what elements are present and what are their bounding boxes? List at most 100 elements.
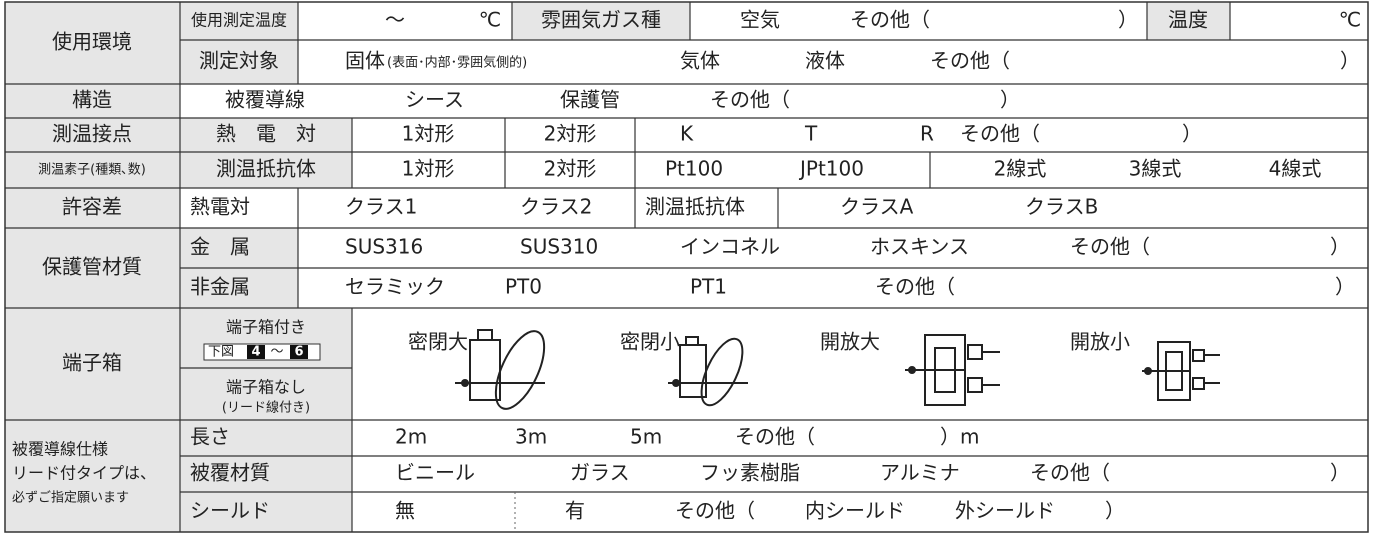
option: Pt100: [665, 157, 723, 181]
option: クラス2: [520, 195, 592, 219]
text: ℃: [1339, 8, 1361, 32]
field-label: 熱 電 対: [216, 122, 316, 146]
text: ）: [1118, 8, 1138, 32]
grid: [4, 1, 1369, 533]
icon: [1142, 341, 1220, 401]
row-label: 必ずご指定願います: [12, 490, 129, 506]
option: R: [920, 122, 934, 146]
field-label: 被覆材質: [190, 461, 270, 485]
option: クラスB: [1025, 195, 1098, 219]
text: 4: [251, 345, 260, 360]
text: ℃: [479, 8, 501, 32]
option: 気体: [680, 49, 720, 73]
option: 1対形: [402, 157, 455, 181]
field-label: 温度: [1168, 8, 1208, 32]
option: PT0: [505, 275, 542, 299]
option: 開放大: [820, 330, 880, 354]
option: その他（: [1070, 235, 1150, 259]
option: 密閉大: [408, 330, 468, 354]
option: SUS316: [345, 235, 423, 259]
field-label: 非金属: [190, 275, 250, 299]
option: 液体: [805, 49, 845, 73]
text: ）: [1330, 235, 1350, 259]
row-label: 端子箱: [62, 351, 122, 375]
field-label: 測温抵抗体: [645, 195, 745, 219]
option: 空気: [740, 8, 780, 32]
option: 開放小: [1070, 330, 1130, 354]
icon: [455, 329, 546, 410]
option: SUS310: [520, 235, 598, 259]
option: クラスA: [840, 195, 914, 219]
row-label: 測温素子(種類､数): [38, 162, 146, 178]
row-label: 許容差: [62, 195, 122, 219]
option: 保護管: [560, 88, 620, 112]
option: 5m: [630, 425, 662, 449]
icon: [905, 334, 1000, 406]
field-label: 熱電対: [190, 195, 250, 219]
option: その他（: [675, 499, 755, 523]
option: ガラス: [570, 461, 630, 485]
row-label: 測温接点: [52, 122, 132, 146]
option: 3線式: [1129, 157, 1182, 181]
row-label: 使用環境: [52, 30, 132, 54]
option: 1対形: [402, 122, 455, 146]
field-label: 金 属: [190, 235, 250, 259]
option: 被覆導線: [225, 88, 305, 112]
option: クラス1: [345, 195, 417, 219]
cell-backgrounds: [5, 2, 1230, 532]
row-label: リード付タイプは、: [12, 464, 156, 483]
option: その他（: [1030, 461, 1110, 485]
text: ）: [1330, 461, 1350, 485]
option: その他（: [960, 122, 1040, 146]
option-note: (表面･内部･雰囲気側的): [387, 55, 527, 71]
text: ）: [1335, 275, 1355, 299]
option: 密閉小: [620, 330, 680, 354]
option: シース: [405, 88, 464, 112]
option: その他（: [875, 275, 955, 299]
option: 無: [395, 499, 415, 523]
text: 下図: [208, 345, 234, 360]
option: その他（: [850, 8, 930, 32]
text: 6: [294, 345, 303, 360]
option: K: [680, 122, 694, 146]
row-structure: 構造 被覆導線 シース 保護管 その他（ ）: [72, 88, 1020, 112]
text: ）: [1340, 49, 1360, 73]
option: JPt100: [798, 157, 864, 181]
option: 内シールド: [805, 499, 905, 523]
option: セラミック: [345, 275, 445, 299]
field-note: (リード線付き): [222, 400, 310, 416]
text: ～: [385, 8, 405, 32]
row-label: 保護管材質: [42, 255, 142, 279]
option: 外シールド: [955, 499, 1055, 523]
row-junction: 測温接点 熱 電 対 1対形 2対形 K T R その他（ ）: [52, 122, 1202, 146]
field-label: 長さ: [190, 425, 230, 449]
option: 2対形: [544, 157, 597, 181]
row-sheath: 保護管材質 金 属 SUS316 SUS310 インコネル ホスキンス その他（…: [42, 235, 1355, 299]
option: PT1: [690, 275, 727, 299]
field-label: 測温抵抗体: [216, 157, 316, 181]
option: ビニール: [395, 461, 475, 485]
field-label: 端子箱なし: [226, 378, 306, 397]
row-terminal: 端子箱 端子箱付き 下図 4 ～ 6 端子箱なし (リード線付き) 密閉大 密閉…: [62, 318, 1220, 416]
field-label: シールド: [190, 499, 270, 523]
row-tolerance: 許容差 熱電対 クラス1 クラス2 測温抵抗体 クラスA クラスB: [62, 195, 1098, 219]
option: フッ素樹脂: [700, 461, 800, 485]
option: 2m: [395, 425, 427, 449]
option: インコネル: [680, 235, 780, 259]
field-label: 端子箱付き: [226, 318, 306, 337]
text: ～: [270, 345, 283, 360]
option: 2線式: [994, 157, 1047, 181]
row-element: 測温素子(種類､数) 測温抵抗体 1対形 2対形 Pt100 JPt100 2線…: [38, 157, 1321, 181]
text: ）: [1182, 122, 1202, 146]
row-label: 構造: [72, 88, 112, 112]
option: ホスキンス: [870, 235, 969, 259]
icon: [668, 336, 748, 407]
row-environment: 使用環境 使用測定温度 ～ ℃ 雰囲気ガス種 空気 その他（ ） 温度 ℃ 測定…: [52, 8, 1361, 73]
option: その他（: [930, 49, 1010, 73]
option: 2対形: [544, 122, 597, 146]
option: T: [804, 122, 818, 146]
field-label: 雰囲気ガス種: [541, 8, 661, 32]
option: その他（: [710, 88, 790, 112]
field-label: 測定対象: [199, 49, 279, 73]
